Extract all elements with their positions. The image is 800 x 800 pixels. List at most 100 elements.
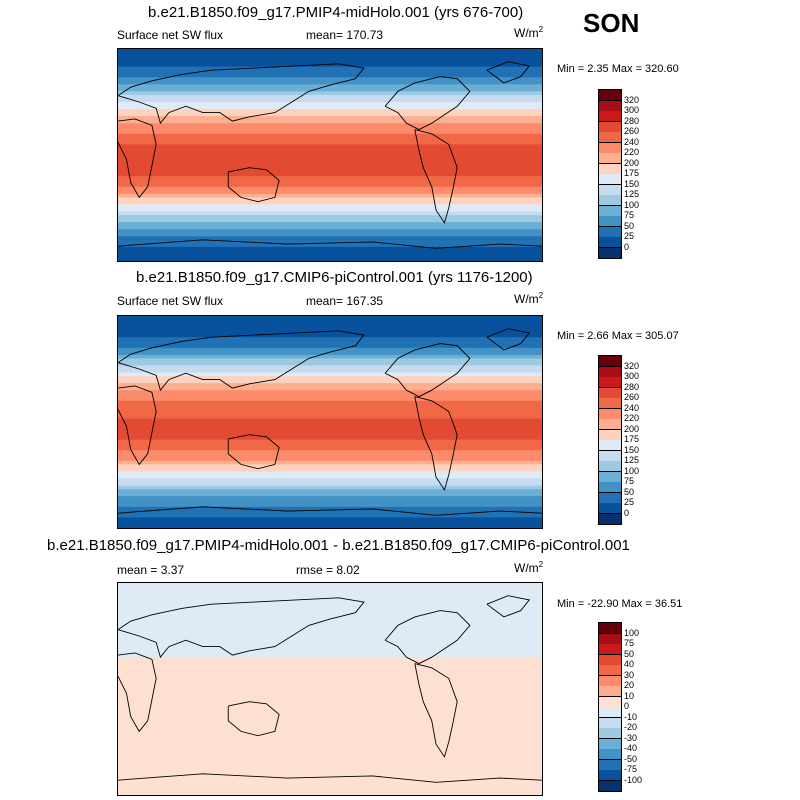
colorbar-tick-label: 240 bbox=[624, 402, 640, 413]
zonal-band bbox=[118, 204, 542, 209]
zonal-band bbox=[118, 358, 542, 363]
zonal-band bbox=[118, 393, 542, 398]
zonal-band bbox=[118, 503, 542, 508]
zonal-band bbox=[118, 70, 542, 75]
colorbar-tick-label: 320 bbox=[624, 360, 640, 371]
colorbar-tick-label: -10 bbox=[624, 711, 638, 722]
colorbar-tick-label: 240 bbox=[624, 136, 640, 147]
zonal-band bbox=[118, 84, 542, 89]
colorbar-tick-label: 300 bbox=[624, 105, 640, 115]
rmse-label: rmse = 8.02 bbox=[296, 563, 360, 577]
zonal-band bbox=[118, 485, 542, 490]
zonal-band bbox=[118, 257, 542, 261]
zonal-band bbox=[118, 94, 542, 100]
zonal-band bbox=[118, 80, 542, 85]
zonal-band bbox=[118, 193, 542, 198]
colorbar-tick-label: 25 bbox=[624, 231, 635, 241]
zonal-band bbox=[118, 475, 542, 480]
colorbar-bin bbox=[599, 654, 621, 666]
colorbar-tick-label: -75 bbox=[624, 764, 638, 774]
colorbar-tick-label: 0 bbox=[624, 701, 630, 711]
zonal-band bbox=[118, 77, 542, 82]
zonal-band bbox=[118, 586, 542, 591]
zonal-band bbox=[118, 140, 542, 145]
colorbar-tick-label: 280 bbox=[624, 115, 640, 126]
colorbar bbox=[598, 355, 622, 525]
zonal-band bbox=[118, 87, 542, 92]
zonal-band bbox=[118, 250, 542, 255]
zonal-band bbox=[118, 787, 542, 793]
zonal-band bbox=[118, 390, 542, 395]
colorbar-bin bbox=[599, 419, 621, 430]
colorbar-bin bbox=[599, 675, 621, 687]
colorbar-bin bbox=[599, 184, 621, 196]
zonal-band bbox=[118, 450, 542, 455]
colorbar-tick-label: 220 bbox=[624, 413, 640, 423]
colorbar-bin bbox=[599, 205, 621, 217]
colorbar bbox=[598, 622, 622, 792]
zonal-band bbox=[118, 489, 542, 494]
zonal-band bbox=[118, 407, 542, 412]
zonal-band bbox=[118, 660, 542, 665]
coastline bbox=[414, 663, 458, 758]
coastline bbox=[118, 239, 542, 249]
zonal-band bbox=[118, 229, 542, 234]
colorbar-tick-label: 100 bbox=[624, 199, 640, 210]
zonal-band bbox=[118, 625, 542, 630]
map-plot bbox=[117, 582, 543, 796]
zonal-band bbox=[118, 151, 542, 156]
zonal-band bbox=[118, 773, 542, 778]
zonal-band bbox=[118, 600, 542, 605]
zonal-band bbox=[118, 197, 542, 202]
zonal-band bbox=[118, 756, 542, 761]
panel-title: b.e21.B1850.f09_g17.CMIP6-piControl.001 … bbox=[136, 269, 533, 286]
zonal-band bbox=[118, 597, 542, 602]
zonal-band bbox=[118, 439, 542, 444]
zonal-band bbox=[118, 246, 542, 251]
zonal-band bbox=[118, 618, 542, 623]
colorbar-tick-label: 75 bbox=[624, 638, 635, 648]
zonal-band bbox=[118, 347, 542, 352]
coastline bbox=[118, 506, 542, 516]
colorbar-tick-label: 220 bbox=[624, 147, 640, 157]
zonal-band bbox=[118, 696, 542, 701]
colorbar-tick-label: 10 bbox=[624, 690, 635, 701]
zonal-band bbox=[118, 137, 542, 142]
zonal-band bbox=[118, 147, 542, 153]
colorbar-bin bbox=[599, 738, 621, 750]
zonal-band bbox=[118, 460, 542, 465]
zonal-band bbox=[118, 379, 542, 384]
coastline bbox=[118, 773, 542, 783]
season-label: SON bbox=[583, 8, 640, 38]
zonal-band bbox=[118, 211, 542, 216]
colorbar-tick-label: 25 bbox=[624, 497, 635, 507]
zonal-band bbox=[118, 464, 542, 469]
colorbar-bin bbox=[599, 408, 621, 420]
zonal-band bbox=[118, 457, 542, 462]
coastline bbox=[486, 61, 531, 84]
coastline bbox=[118, 63, 365, 125]
zonal-band bbox=[118, 734, 542, 740]
zonal-band bbox=[118, 791, 542, 795]
zonal-band bbox=[118, 513, 542, 518]
colorbar-bin bbox=[599, 100, 621, 112]
colorbar-bin bbox=[599, 163, 621, 175]
zonal-band bbox=[118, 179, 542, 184]
colorbar-tick-label: 100 bbox=[624, 627, 640, 638]
coastline bbox=[227, 167, 280, 203]
zonal-band bbox=[118, 453, 542, 458]
colorbar-tick-label: 150 bbox=[624, 444, 640, 455]
zonal-band bbox=[118, 369, 542, 374]
zonal-band bbox=[118, 689, 542, 694]
zonal-band bbox=[118, 436, 542, 441]
coastline bbox=[486, 328, 531, 351]
zonal-band bbox=[118, 766, 542, 771]
zonal-band bbox=[118, 63, 542, 68]
zonal-band bbox=[118, 752, 542, 757]
colorbar-tick-label: 175 bbox=[624, 434, 640, 444]
zonal-band bbox=[118, 422, 542, 427]
colorbar-tick-label: 260 bbox=[624, 126, 640, 136]
coastline bbox=[384, 610, 471, 665]
colorbar-tick-label: 50 bbox=[624, 648, 635, 659]
zonal-band bbox=[118, 763, 542, 768]
